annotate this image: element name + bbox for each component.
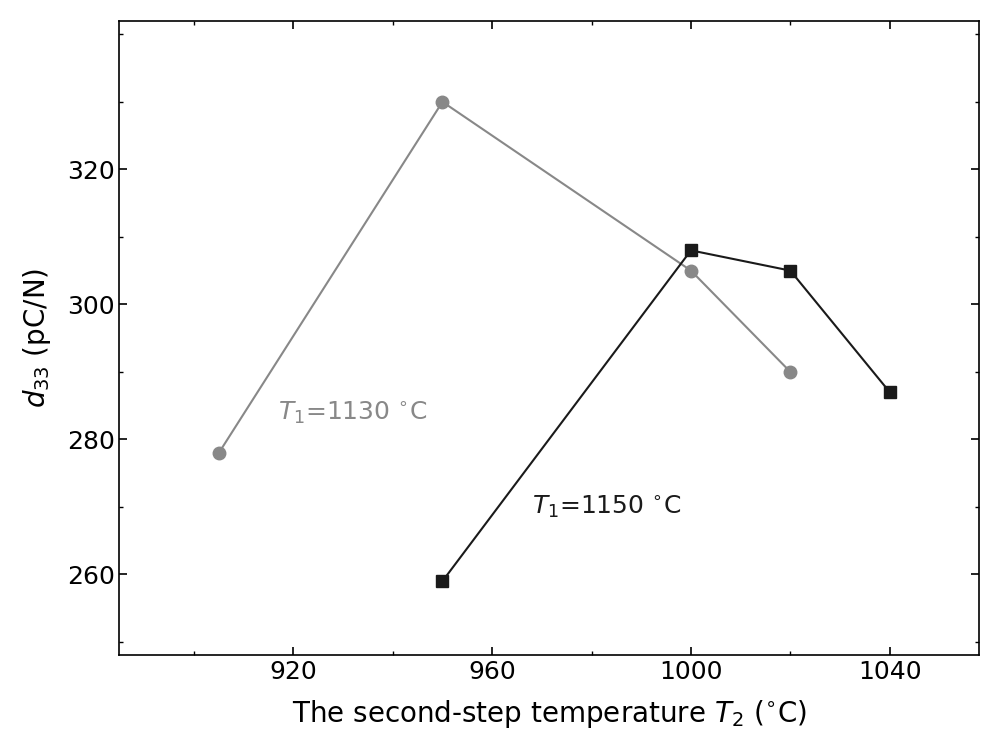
Text: $T_1$=1150 $^{\circ}$C: $T_1$=1150 $^{\circ}$C (532, 493, 682, 520)
X-axis label: The second-step temperature $T_2$ ($^{\circ}$C): The second-step temperature $T_2$ ($^{\c… (292, 698, 807, 730)
Text: $T_1$=1130 $^{\circ}$C: $T_1$=1130 $^{\circ}$C (278, 400, 428, 426)
Y-axis label: $d_{33}$ (pC/N): $d_{33}$ (pC/N) (21, 268, 53, 409)
